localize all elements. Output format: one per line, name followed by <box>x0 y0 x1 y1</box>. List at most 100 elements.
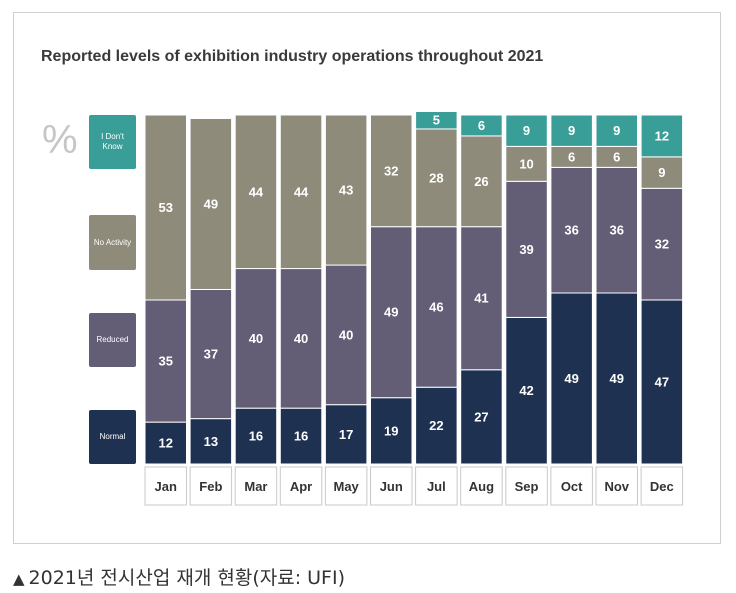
data-label-jun-no-activity: 32 <box>384 163 398 178</box>
bar-oct-reduced <box>550 166 593 294</box>
bar-jul-no-activity <box>415 128 458 228</box>
bar-dec-i-don-t-know <box>640 114 684 158</box>
bar-may-reduced <box>324 264 368 406</box>
data-label-nov-no-activity: 6 <box>613 149 620 164</box>
category-box-sep <box>505 466 548 506</box>
legend-item-reduced: Reduced <box>89 313 136 367</box>
category-box-apr <box>279 466 323 506</box>
data-label-mar-no-activity: 44 <box>249 184 264 199</box>
legend-item-no-activity: No Activity <box>89 215 136 270</box>
category-box-jun <box>370 466 413 506</box>
caption-marker-icon: ▲ <box>13 570 25 588</box>
data-label-jul-no-activity: 28 <box>429 170 443 185</box>
chart-title: Reported levels of exhibition industry o… <box>41 48 544 65</box>
bar-jan-normal <box>144 421 187 465</box>
category-box-nov <box>595 466 638 506</box>
bar-may-normal <box>324 404 368 465</box>
caption-text: 2021년 전시산업 재개 현황(자료: UFI) <box>28 567 346 589</box>
category-label-aug: Aug <box>469 479 494 494</box>
bar-jan-reduced <box>144 299 187 423</box>
data-label-dec-reduced: 32 <box>655 237 669 252</box>
category-box-aug <box>460 466 503 506</box>
category-label-apr: Apr <box>290 479 312 494</box>
bar-aug-no-activity <box>460 135 503 228</box>
category-label-mar: Mar <box>244 479 267 494</box>
data-label-jan-reduced: 35 <box>159 354 173 369</box>
bar-feb-normal <box>189 418 233 465</box>
data-label-may-no-activity: 43 <box>339 183 353 198</box>
data-label-oct-normal: 49 <box>564 371 578 386</box>
data-label-dec-i-don-t-know: 12 <box>655 128 669 143</box>
data-label-oct-no-activity: 6 <box>568 149 575 164</box>
category-label-jun: Jun <box>380 479 403 494</box>
category-label-jul: Jul <box>427 479 446 494</box>
data-label-nov-reduced: 36 <box>610 223 624 238</box>
data-label-sep-normal: 42 <box>519 383 533 398</box>
data-label-jun-normal: 19 <box>384 423 398 438</box>
category-box-mar <box>234 466 278 506</box>
category-label-oct: Oct <box>561 479 583 494</box>
y-axis-unit-label: % <box>42 118 78 162</box>
data-label-apr-no-activity: 44 <box>294 184 309 199</box>
legend-item-i-dont-know: I Don't Know <box>89 115 136 169</box>
data-label-aug-no-activity: 26 <box>474 174 488 189</box>
data-label-mar-normal: 16 <box>249 429 263 444</box>
bar-nov-i-don-t-know <box>595 114 638 147</box>
data-label-feb-normal: 13 <box>204 434 218 449</box>
category-label-feb: Feb <box>199 479 222 494</box>
bar-mar-no-activity <box>234 114 278 270</box>
bar-feb-no-activity <box>189 117 233 290</box>
bar-aug-reduced <box>460 226 503 371</box>
data-label-feb-reduced: 37 <box>204 347 218 362</box>
bar-may-no-activity <box>324 114 368 266</box>
data-label-dec-no-activity: 9 <box>658 165 665 180</box>
data-label-apr-normal: 16 <box>294 429 308 444</box>
data-label-oct-i-don-t-know: 9 <box>568 123 575 138</box>
data-label-dec-normal: 47 <box>655 374 669 389</box>
category-box-jan <box>144 466 187 506</box>
category-box-jul <box>415 466 458 506</box>
category-box-oct <box>550 466 593 506</box>
bar-oct-i-don-t-know <box>550 114 593 147</box>
data-label-may-reduced: 40 <box>339 327 353 342</box>
bar-jul-normal <box>415 386 458 465</box>
data-label-jan-normal: 12 <box>159 436 173 451</box>
data-label-aug-normal: 27 <box>474 409 488 424</box>
category-label-nov: Nov <box>604 479 629 494</box>
bar-apr-no-activity <box>279 114 323 270</box>
category-label-may: May <box>334 479 360 494</box>
bar-jul-i-don-t-know <box>415 111 458 130</box>
bar-jun-reduced <box>370 226 413 399</box>
category-label-jan: Jan <box>155 479 177 494</box>
category-label-dec: Dec <box>650 479 674 494</box>
data-label-jul-i-don-t-know: 5 <box>433 113 440 128</box>
data-label-may-normal: 17 <box>339 427 353 442</box>
category-box-dec <box>640 466 684 506</box>
bar-sep-no-activity <box>505 145 548 182</box>
data-label-sep-no-activity: 10 <box>519 156 533 171</box>
data-label-oct-reduced: 36 <box>564 223 578 238</box>
data-label-aug-reduced: 41 <box>474 291 488 306</box>
bar-apr-normal <box>279 407 323 465</box>
bar-aug-normal <box>460 369 503 465</box>
category-box-feb <box>189 466 233 506</box>
data-label-jan-no-activity: 53 <box>159 200 173 215</box>
bar-mar-reduced <box>234 268 278 409</box>
data-label-aug-i-don-t-know: 6 <box>478 118 485 133</box>
bar-aug-i-don-t-know <box>460 114 503 137</box>
category-label-sep: Sep <box>515 479 539 494</box>
data-label-sep-reduced: 39 <box>519 242 533 257</box>
bar-dec-normal <box>640 299 684 465</box>
bar-sep-i-don-t-know <box>505 114 548 147</box>
data-label-nov-normal: 49 <box>610 371 624 386</box>
bar-feb-reduced <box>189 289 233 420</box>
bar-sep-normal <box>505 316 548 465</box>
bar-dec-reduced <box>640 187 684 301</box>
bar-jun-no-activity <box>370 114 413 228</box>
bar-mar-normal <box>234 407 278 465</box>
bar-oct-normal <box>550 292 593 465</box>
bar-apr-reduced <box>279 268 323 409</box>
data-label-feb-no-activity: 49 <box>204 196 218 211</box>
bar-nov-reduced <box>595 166 638 294</box>
